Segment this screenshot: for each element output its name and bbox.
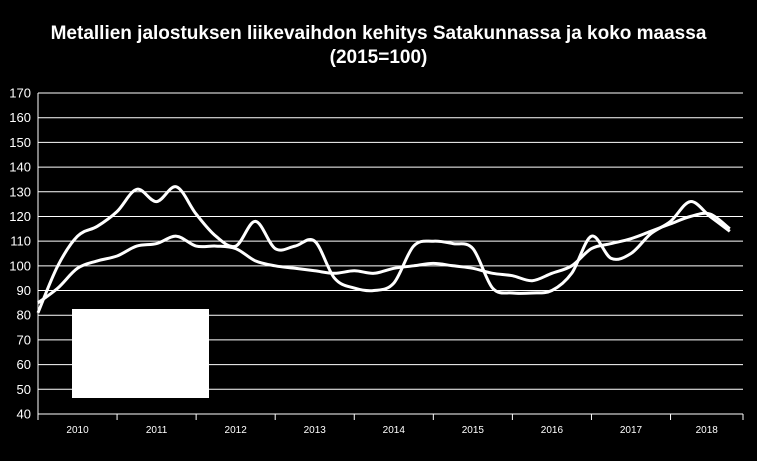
y-tick-label: 110 [10,234,31,249]
x-tick-label: 2014 [383,425,406,436]
x-tick-label: 2011 [146,425,168,436]
y-tick-label: 40 [17,407,31,422]
y-tick-label: 50 [17,382,31,397]
y-tick-label: 140 [9,160,31,175]
y-tick-label: 120 [9,209,31,224]
chart-title-line1: Metallien jalostuksen liikevaihdon kehit… [50,23,707,44]
y-tick-label: 160 [9,110,31,125]
y-axis: 40 50 60 70 80 90 100 110 120 130 140 150 160 170 [9,86,39,422]
y-tick-label: 80 [17,308,31,323]
y-tick-label: 70 [17,332,31,347]
legend-cover-box [72,309,209,398]
x-tick-label: 2016 [541,425,564,436]
chart-title-line2: (2015=100) [329,47,428,68]
series-line-2 [37,211,731,305]
x-axis: 2010 2011 2012 2013 2014 2015 2016 2017 2018 [37,413,744,436]
x-tick-label: 2013 [304,425,327,436]
x-tick-label: 2015 [462,425,485,436]
x-tick-label: 2017 [620,425,643,436]
y-tick-label: 170 [9,86,31,101]
y-tick-label: 90 [17,283,31,298]
series-lines [36,185,731,314]
y-tick-label: 130 [9,184,31,199]
y-tick-label: 150 [9,135,31,150]
y-tick-label: 60 [17,357,31,372]
x-tick-label: 2010 [66,425,89,436]
chart-title: Metallien jalostuksen liikevaihdon kehit… [0,22,757,70]
series-line-1 [36,185,731,314]
x-tick-label: 2018 [696,425,719,436]
x-tick-label: 2012 [225,425,248,436]
y-tick-label: 100 [9,258,31,273]
